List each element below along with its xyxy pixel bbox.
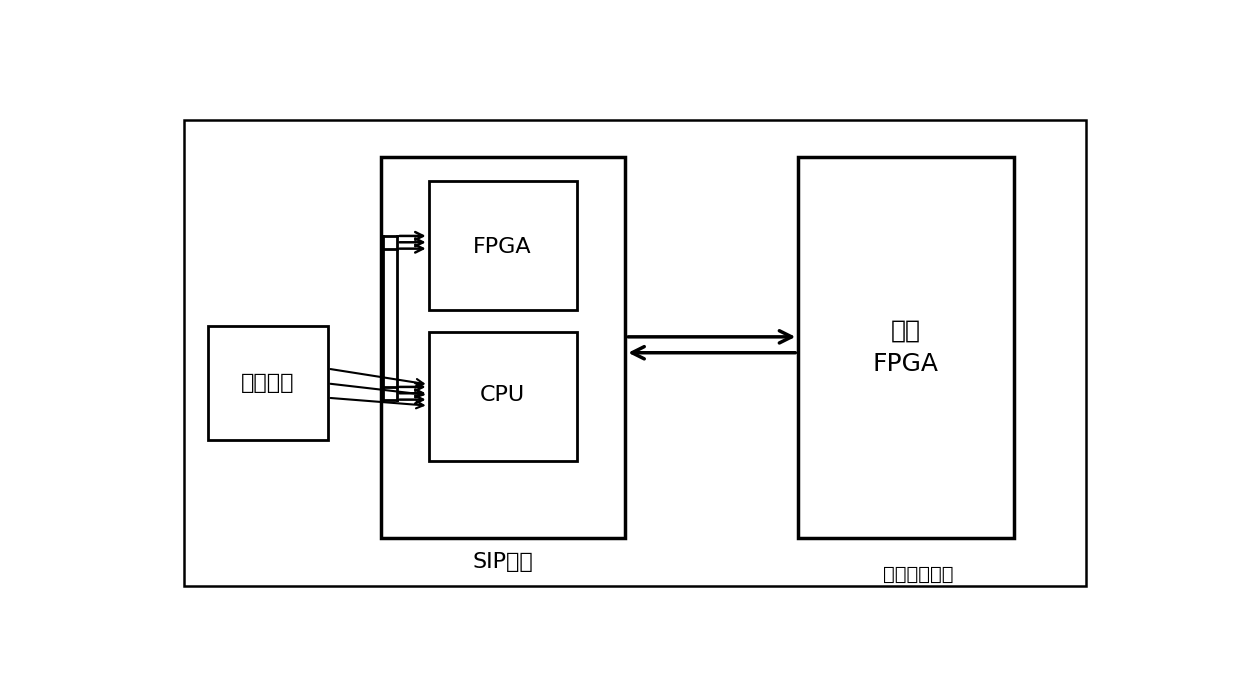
Bar	[208, 326, 327, 440]
Bar	[183, 120, 1087, 585]
Bar	[429, 332, 577, 462]
Text: 外部
FPGA: 外部 FPGA	[872, 319, 939, 376]
Bar	[798, 157, 1015, 538]
Bar	[380, 157, 626, 538]
Text: 硬件测试平台: 硬件测试平台	[883, 565, 954, 583]
Text: SIP模块: SIP模块	[472, 552, 533, 572]
Text: 外围电路: 外围电路	[240, 374, 294, 394]
Text: FPGA: FPGA	[473, 237, 532, 257]
Text: CPU: CPU	[479, 385, 525, 405]
Bar	[429, 180, 577, 310]
